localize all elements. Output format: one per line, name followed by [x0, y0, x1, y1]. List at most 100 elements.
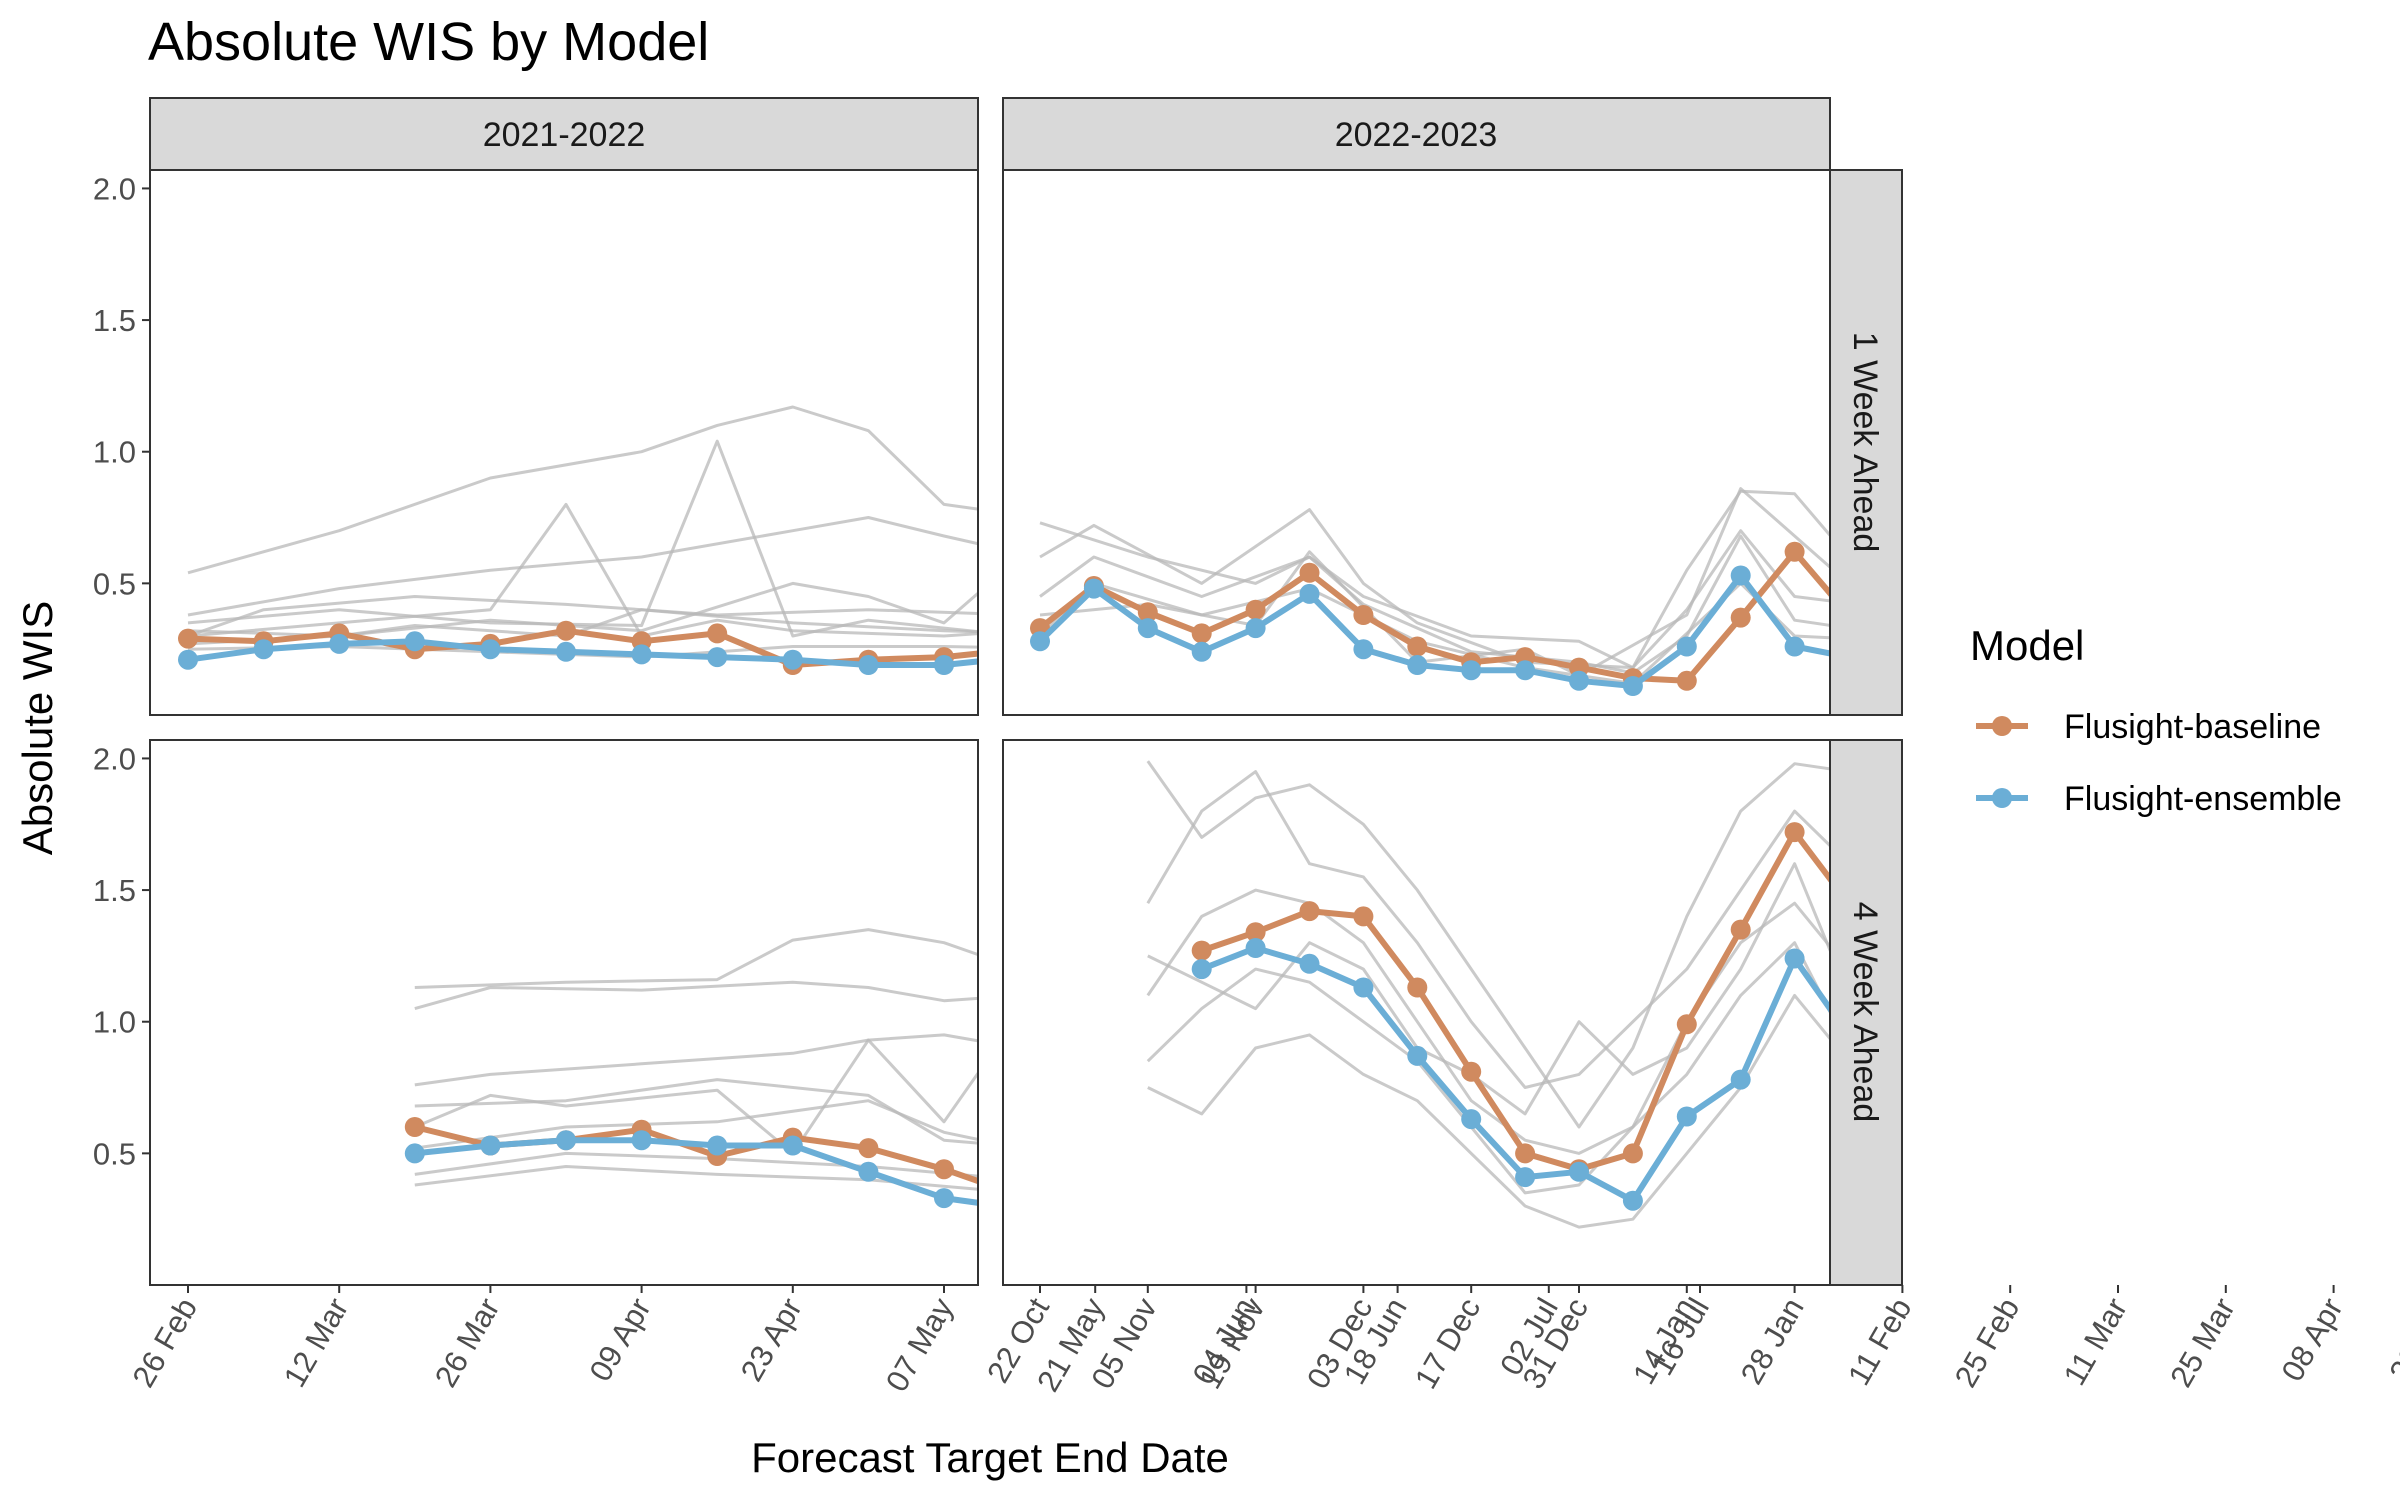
point-flusight-baseline	[1730, 919, 1751, 940]
point-flusight-ensemble	[404, 1143, 425, 1164]
point-flusight-baseline	[2162, 1143, 2182, 1163]
point-flusight-baseline	[1407, 636, 1428, 657]
strip-label-2021-2022: 2021-2022	[483, 116, 646, 154]
panel-background	[1003, 170, 1830, 715]
legend-label-ensemble: Flusight-ensemble	[2064, 780, 2342, 818]
panel-2022-2023-1-week	[1002, 169, 2398, 716]
strip-row-2	[1829, 739, 1903, 1286]
point-flusight-baseline	[934, 1159, 954, 1180]
point-flusight-ensemble	[2000, 1180, 2020, 1200]
panel-border	[1002, 169, 1831, 716]
point-flusight-ensemble	[253, 639, 274, 660]
panel-2021-2022-4-week	[149, 739, 979, 1286]
point-flusight-ensemble	[2270, 1188, 2290, 1208]
other-model-line	[414, 1099, 978, 1150]
other-model-line	[187, 516, 978, 617]
other-model-line	[414, 1078, 978, 1145]
point-flusight-ensemble	[782, 1135, 803, 1156]
point-flusight-ensemble	[1515, 660, 1536, 681]
point-flusight-ensemble	[2162, 1196, 2182, 1216]
series-line-flusight-baseline	[414, 1124, 978, 1185]
point-flusight-baseline	[2324, 629, 2344, 649]
point-flusight-baseline	[1784, 822, 1805, 843]
point-flusight-ensemble	[1191, 641, 1212, 662]
point-flusight-ensemble	[1030, 631, 1050, 652]
other-model-line	[1147, 993, 1830, 1229]
x-tick-label: 22 Apr	[2382, 1292, 2400, 1387]
other-model-line	[414, 980, 978, 1011]
other-model-line	[414, 1151, 978, 1178]
strip-col-2	[1002, 97, 1831, 171]
point-flusight-ensemble	[1461, 1109, 1482, 1130]
series-line-flusight-ensemble	[187, 638, 978, 668]
panel-background	[1003, 740, 1830, 1285]
point-flusight-ensemble	[1515, 1167, 1536, 1188]
point-flusight-baseline	[1299, 562, 1320, 583]
other-model-line	[1146, 770, 1830, 1089]
panel-border	[1002, 739, 1831, 1286]
point-flusight-baseline	[2216, 1138, 2236, 1158]
point-flusight-baseline	[1191, 940, 1212, 961]
other-model-line	[187, 405, 978, 575]
point-flusight-baseline	[2216, 618, 2236, 638]
point-flusight-ensemble	[1622, 676, 1643, 696]
y-tick-label: 0.5	[93, 1136, 136, 1171]
other-model-line	[1146, 941, 1830, 1195]
y-tick-label: 0.5	[93, 566, 136, 601]
x-tick-label: 12 Mar	[277, 1292, 356, 1393]
y-tick-label: 1.0	[93, 435, 136, 470]
y-axis-title: Absolute WIS	[14, 601, 61, 855]
point-flusight-ensemble	[2270, 642, 2290, 662]
point-flusight-ensemble	[556, 1130, 576, 1151]
point-flusight-ensemble	[2324, 1191, 2344, 1211]
point-flusight-ensemble	[1676, 636, 1697, 657]
point-flusight-baseline	[2108, 629, 2128, 649]
point-flusight-baseline	[858, 1138, 879, 1159]
point-flusight-baseline	[2000, 1133, 2020, 1153]
point-flusight-ensemble	[934, 1188, 954, 1209]
point-flusight-baseline	[404, 1117, 425, 1137]
x-tick-label: 23 Apr	[734, 1292, 809, 1387]
point-flusight-baseline	[2162, 623, 2182, 643]
point-flusight-baseline	[1191, 623, 1212, 644]
point-flusight-ensemble	[782, 649, 803, 670]
other-model-line	[414, 1033, 978, 1087]
point-flusight-ensemble	[2216, 644, 2236, 664]
legend-title: Model	[1970, 622, 2084, 669]
point-flusight-ensemble	[1245, 618, 1266, 639]
other-model-line	[1039, 508, 1830, 670]
point-flusight-ensemble	[934, 655, 954, 675]
y-tick-label: 1.5	[93, 303, 136, 338]
point-flusight-ensemble	[480, 639, 501, 660]
other-model-line	[414, 928, 978, 989]
point-flusight-ensemble	[1730, 1069, 1751, 1090]
panel-border	[149, 169, 979, 716]
point-flusight-ensemble	[2324, 642, 2344, 662]
x-tick-label: 28 Jan	[1734, 1292, 1811, 1390]
other-model-line	[414, 1165, 978, 1191]
other-model-line	[187, 439, 978, 638]
x-tick-label: 25 Mar	[2163, 1292, 2242, 1393]
other-model-line	[187, 608, 978, 646]
point-flusight-baseline	[1245, 922, 1266, 943]
point-flusight-ensemble	[858, 655, 879, 675]
point-flusight-ensemble	[1299, 953, 1320, 974]
point-flusight-baseline	[1946, 621, 1966, 641]
point-flusight-ensemble	[2378, 639, 2398, 659]
x-tick-label: 09 Apr	[583, 1292, 658, 1387]
legend-swatch-baseline-point	[1992, 716, 2012, 736]
point-flusight-ensemble	[1676, 1106, 1697, 1127]
panel-border	[149, 739, 979, 1286]
y-tick-label: 1.5	[93, 873, 136, 908]
point-flusight-ensemble	[2108, 642, 2128, 662]
point-flusight-baseline	[1676, 1014, 1697, 1035]
series-line-flusight-ensemble	[414, 1137, 978, 1206]
series-line-flusight-ensemble	[1200, 945, 1830, 1204]
point-flusight-ensemble	[178, 649, 198, 670]
point-flusight-ensemble	[1407, 655, 1428, 675]
point-flusight-ensemble	[1191, 959, 1212, 980]
point-flusight-ensemble	[631, 644, 652, 665]
point-flusight-ensemble	[1083, 578, 1104, 599]
other-model-line	[1039, 534, 1830, 675]
